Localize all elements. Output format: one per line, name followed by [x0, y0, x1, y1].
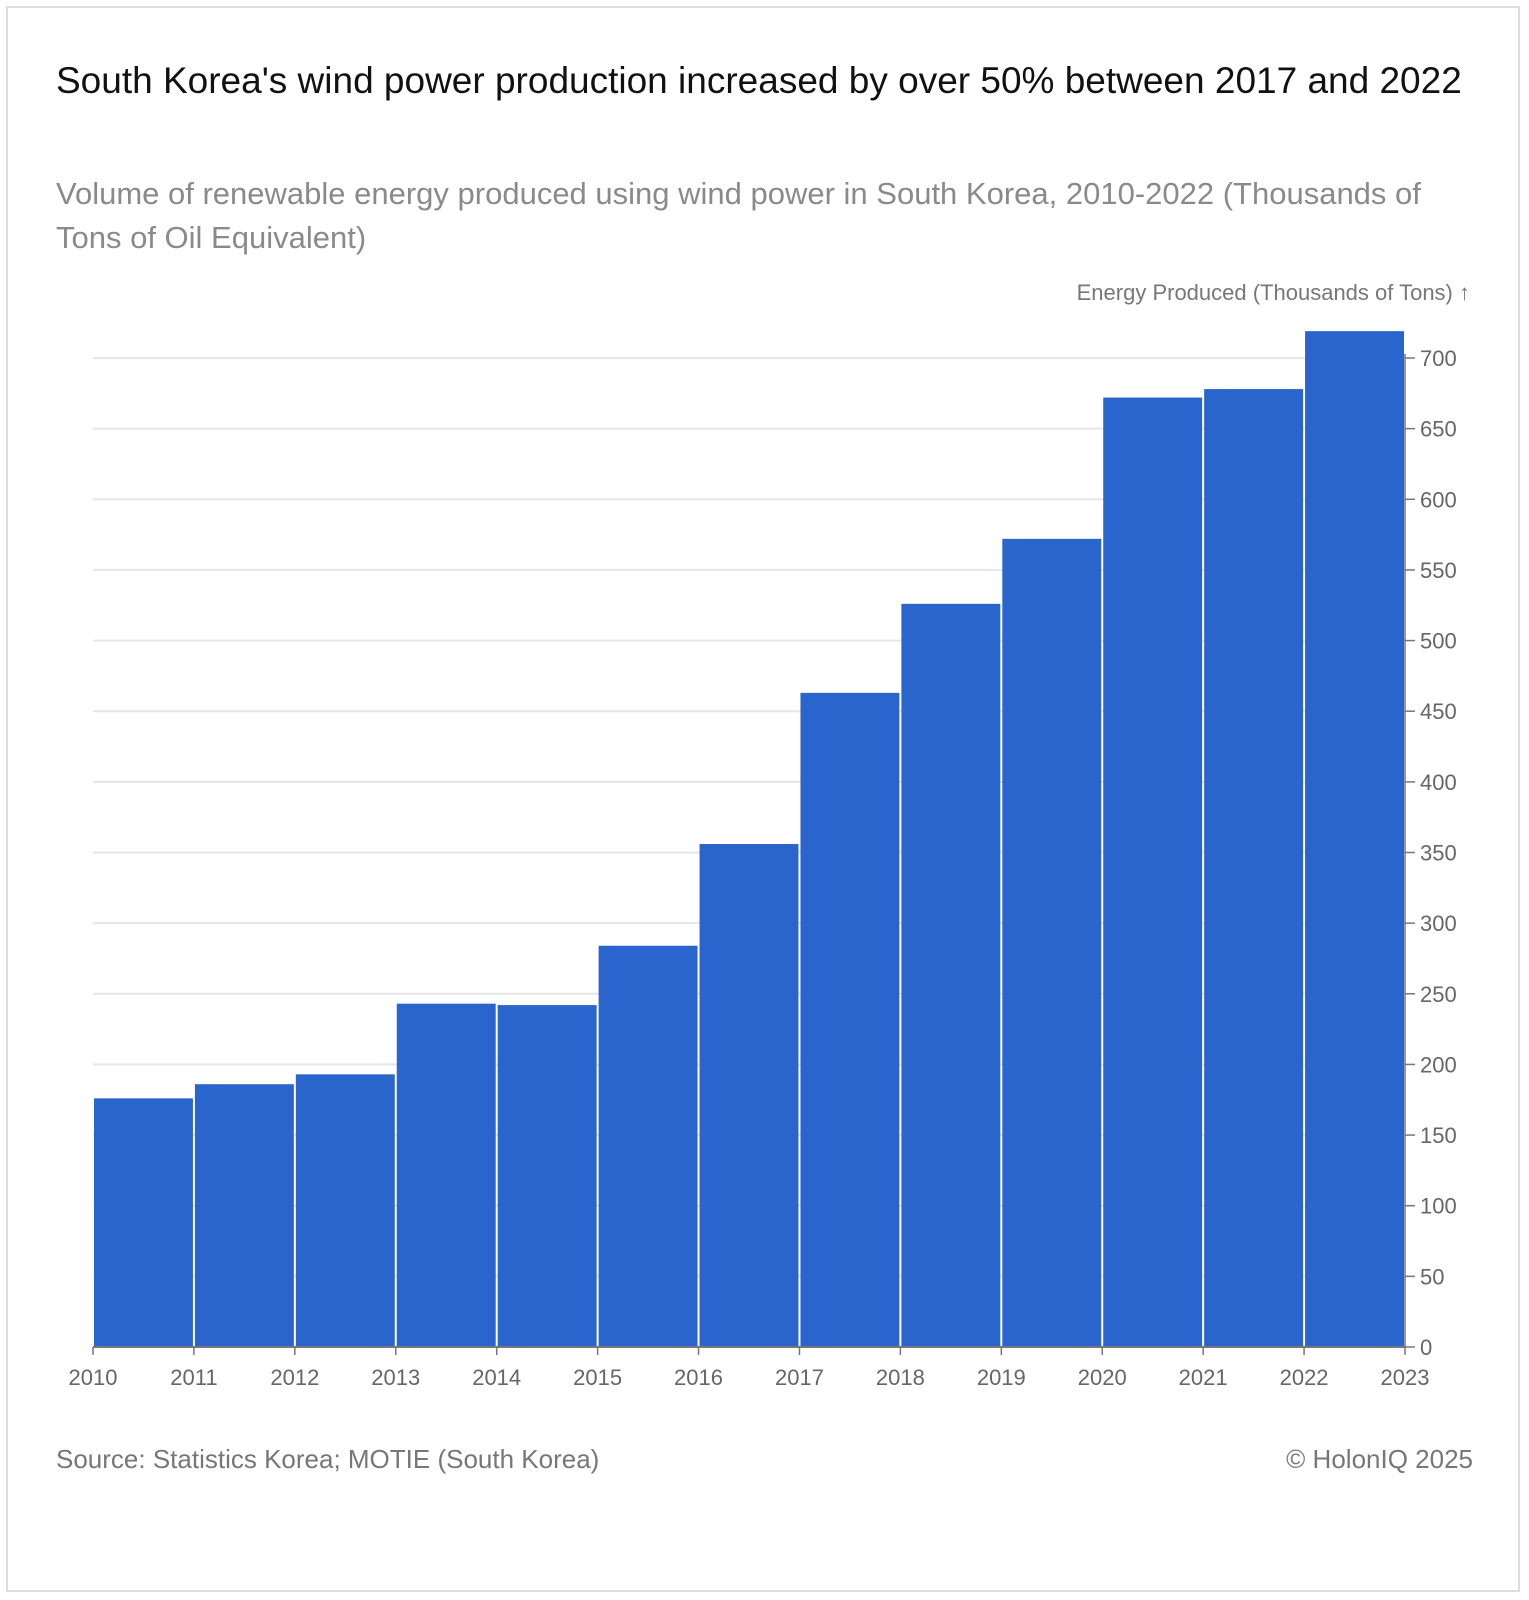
bar-chart: 0 50 100 150 200 250 300 350 400 450 500 550 600 650 7…: [69, 280, 1470, 1390]
x-tick-label: 2016: [674, 1365, 723, 1390]
x-tick-label: 2010: [69, 1365, 118, 1390]
x-tick-label: 2011: [170, 1365, 217, 1390]
y-tick-label: 600: [1420, 487, 1457, 512]
bar: [699, 844, 799, 1347]
y-tick-label: 150: [1420, 1123, 1457, 1148]
bar: [1305, 331, 1404, 1347]
y-tick-label: 450: [1420, 699, 1457, 724]
x-tick-label: 2023: [1381, 1365, 1430, 1390]
y-tick-label: 100: [1420, 1194, 1457, 1219]
bar: [1002, 538, 1102, 1347]
y-tick-label: 200: [1420, 1052, 1457, 1077]
y-tick-label: 650: [1420, 417, 1457, 442]
x-tick-label: 2013: [371, 1365, 420, 1390]
source-note: Source: Statistics Korea; MOTIE (South K…: [56, 1444, 600, 1474]
x-tick-label: 2018: [876, 1365, 925, 1390]
bar: [901, 603, 1001, 1347]
chart-title: South Korea's wind power production incr…: [56, 60, 1462, 101]
x-tick-label: 2015: [573, 1365, 622, 1390]
x-tick-label: 2020: [1078, 1365, 1127, 1390]
chart-subtitle: Volume of renewable energy produced usin…: [56, 176, 1421, 255]
bar: [497, 1005, 597, 1347]
y-tick-label: 350: [1420, 841, 1457, 866]
y-tick-label: 0: [1420, 1335, 1432, 1360]
bar: [94, 1098, 193, 1347]
bar: [800, 692, 900, 1347]
bar: [598, 945, 698, 1347]
x-tick-label: 2014: [472, 1365, 521, 1390]
y-tick-label: 300: [1420, 911, 1457, 936]
y-tick-label: 700: [1420, 346, 1457, 371]
x-tick-label: 2019: [977, 1365, 1026, 1390]
bar: [295, 1074, 395, 1347]
x-tick-label: 2017: [775, 1365, 824, 1390]
y-tick-label: 250: [1420, 982, 1457, 1007]
bar: [396, 1003, 496, 1347]
x-tick-label: 2022: [1280, 1365, 1329, 1390]
bar: [194, 1084, 294, 1347]
copyright-note: © HolonIQ 2025: [1286, 1444, 1473, 1474]
y-tick-label: 400: [1420, 770, 1457, 795]
x-tick-label: 2021: [1179, 1365, 1228, 1390]
bars: [94, 331, 1404, 1347]
bar: [1204, 389, 1304, 1347]
axes: 0 50 100 150 200 250 300 350 400 450 500 550 600 650 7…: [69, 346, 1457, 1390]
y-tick-label: 500: [1420, 629, 1457, 654]
y-tick-label: 50: [1420, 1264, 1444, 1289]
x-tick-label: 2012: [270, 1365, 319, 1390]
y-axis-label: Energy Produced (Thousands of Tons) ↑: [1077, 280, 1470, 305]
y-tick-label: 550: [1420, 558, 1457, 583]
bar: [1103, 397, 1203, 1347]
